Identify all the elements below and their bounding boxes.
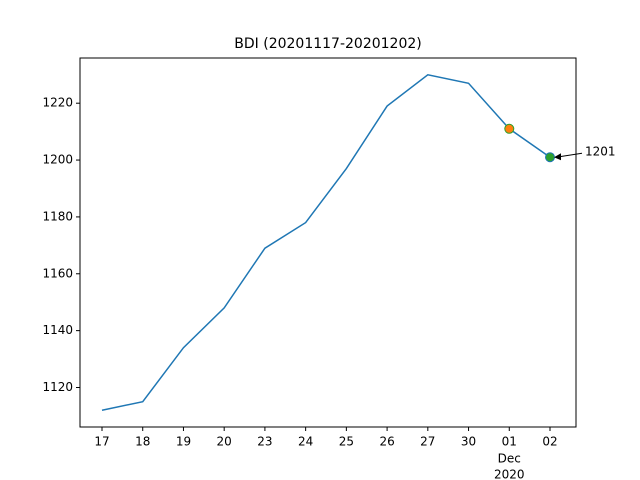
x-tick-label: 27 — [420, 435, 435, 449]
x-tick-label: 24 — [298, 435, 313, 449]
chart-title: BDI (20201117-20201202) — [234, 36, 421, 52]
x-tick-label: 18 — [135, 435, 150, 449]
x-period-label: Dec — [498, 452, 521, 466]
y-tick-label: 1180 — [42, 209, 73, 223]
x-tick-label: 02 — [542, 435, 557, 449]
y-tick-label: 1140 — [42, 323, 73, 337]
x-tick-label: 19 — [176, 435, 191, 449]
highlight-point — [504, 123, 515, 134]
highlight-point — [545, 152, 555, 163]
y-tick-label: 1120 — [42, 380, 73, 394]
y-tick-label: 1200 — [42, 153, 73, 167]
x-tick-label: 23 — [257, 435, 272, 449]
x-tick-label: 30 — [461, 435, 476, 449]
x-tick-label: 26 — [379, 435, 394, 449]
plot-frame — [79, 57, 577, 428]
x-tick-label: 01 — [502, 435, 517, 449]
x-period-label: 2020 — [494, 468, 525, 480]
y-tick-label: 1160 — [42, 266, 73, 280]
x-tick-label: 17 — [94, 435, 109, 449]
x-tick-label: 20 — [217, 435, 232, 449]
annotation-label: 1201 — [585, 145, 616, 159]
y-tick-label: 1220 — [42, 96, 73, 110]
x-tick-label: 25 — [339, 435, 354, 449]
annotation-arrowhead — [554, 153, 561, 161]
line — [101, 73, 551, 411]
